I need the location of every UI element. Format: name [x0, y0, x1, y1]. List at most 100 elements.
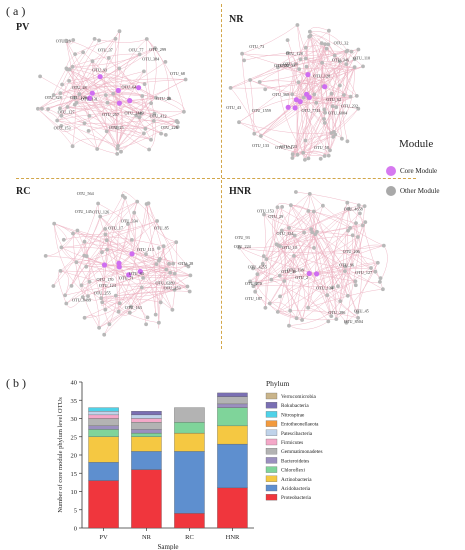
network-edge: [288, 300, 341, 326]
network-edge: [279, 246, 329, 322]
other-node: [336, 284, 340, 289]
other-node: [353, 279, 358, 284]
network-edge: [309, 31, 348, 51]
other-node: [95, 147, 100, 151]
stacked-bar-chart: 0 5 10 15 20 25 30 35 40 Number of core module ph…: [57, 379, 323, 550]
network-edge: [66, 253, 133, 304]
network-edge: [106, 129, 144, 134]
other-node: [345, 200, 350, 205]
network-edge: [45, 230, 78, 257]
other-node: [302, 230, 306, 235]
network-edge: [303, 49, 359, 153]
other-node: [292, 233, 297, 238]
other-node: [322, 154, 327, 158]
other-node: [103, 232, 108, 237]
other-node: [255, 272, 260, 277]
bar-segment-bacteroidetes: [217, 403, 248, 408]
other-node: [276, 65, 280, 70]
other-node: [58, 269, 63, 273]
other-node: [346, 228, 350, 233]
network-edge: [76, 71, 144, 103]
otu-label: OTU_145: [75, 209, 92, 214]
other-node: [276, 243, 281, 248]
network-edge: [309, 31, 364, 67]
otu-label: OTU_17: [108, 226, 123, 231]
other-node: [303, 138, 308, 143]
network-edge: [293, 255, 372, 269]
other-node: [356, 316, 360, 320]
legend-swatch: [265, 494, 278, 501]
otu-label: OTU_22: [274, 63, 289, 68]
bar-segment-chloroflexi: [131, 432, 162, 437]
other-node: [296, 80, 301, 85]
other-node: [142, 131, 146, 136]
network-edge: [77, 230, 191, 276]
other-node: [156, 246, 161, 251]
network-edge: [316, 245, 384, 275]
other-node: [303, 157, 307, 162]
network-edge: [269, 235, 296, 304]
network-edge: [101, 290, 190, 299]
network-edge: [101, 286, 188, 299]
other-node: [312, 246, 316, 250]
otu-label: OTU_126: [92, 209, 109, 214]
other-node: [113, 293, 118, 298]
network-edge: [76, 195, 123, 263]
network-edge: [117, 113, 155, 149]
network-edge: [119, 266, 147, 325]
otu-label: OTU_8499: [72, 298, 91, 303]
other-node: [117, 66, 122, 71]
other-node: [381, 287, 385, 292]
other-node: [329, 91, 334, 96]
other-node: [313, 232, 318, 237]
otu-label: OTU_163: [125, 305, 142, 310]
network-edge: [53, 79, 186, 96]
network-hnr: OTU_93 OTU_40 OTU_45 OTU_134 OTU_138 OTU_334 O…: [234, 190, 388, 330]
other-node: [340, 136, 344, 141]
other-node: [308, 29, 312, 34]
legend-swatch: [265, 457, 278, 464]
network-edge: [67, 93, 114, 110]
otu-label: OTU_40: [281, 269, 296, 274]
network-edge: [89, 97, 184, 113]
other-node: [338, 299, 343, 303]
other-node: [172, 288, 177, 292]
network-edge: [142, 95, 154, 140]
network-edge: [332, 262, 378, 288]
network-edge: [61, 220, 158, 248]
network-edge: [242, 24, 298, 54]
otu-label: OTU_723: [280, 144, 297, 149]
other-node: [80, 295, 85, 299]
other-node: [75, 228, 80, 233]
core-node: [314, 271, 320, 277]
other-node: [65, 105, 70, 109]
network-edge: [271, 279, 332, 317]
network-edge: [158, 272, 171, 323]
network-edge: [81, 262, 120, 286]
network-edge: [346, 222, 366, 323]
network-edge: [266, 205, 324, 260]
network-edge: [131, 212, 136, 254]
network-edge: [266, 227, 290, 260]
other-node: [259, 134, 263, 138]
network-edge: [148, 203, 189, 267]
otu-label: OTU_126: [70, 95, 87, 100]
network-edge: [148, 113, 156, 150]
network-edge: [65, 40, 93, 94]
network-edge: [72, 47, 156, 68]
otu-label: OTU_1449: [125, 110, 144, 115]
other-node: [345, 139, 350, 144]
network-edge: [300, 101, 313, 159]
network-edge: [74, 38, 116, 55]
other-node: [73, 52, 77, 56]
other-node: [240, 51, 245, 56]
y-tick-label: 15: [71, 471, 78, 478]
network-pv: OTU_64 OTU_127 OTU_257 OTU_328 OTU_28 OTU_28 O…: [36, 29, 188, 156]
other-node: [322, 107, 327, 112]
other-node: [363, 220, 368, 225]
otu-label: OTU_127: [355, 270, 372, 275]
network-edge: [277, 310, 359, 319]
core-node: [136, 85, 142, 91]
other-node: [334, 317, 339, 321]
other-node: [307, 192, 312, 196]
